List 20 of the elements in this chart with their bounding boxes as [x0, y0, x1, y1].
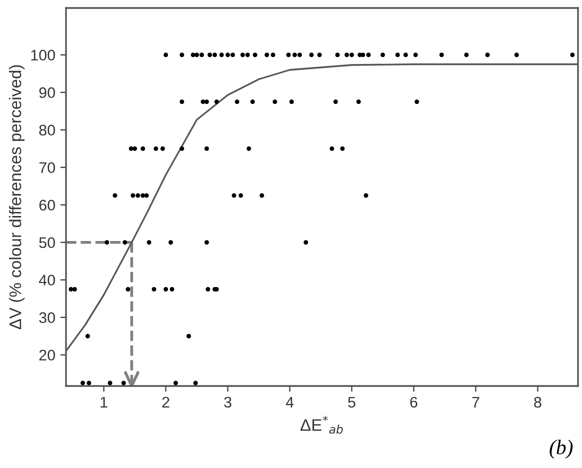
x-tick-label: 6 [410, 396, 418, 408]
x-tick-label: 2 [162, 396, 170, 408]
x-tick-label: 3 [224, 396, 232, 408]
x-tick-label: 1 [100, 396, 108, 408]
y-tick-label: 40 [38, 274, 55, 286]
x-tick-label: 7 [472, 396, 480, 408]
y-tick-label: 50 [39, 237, 55, 248]
y-axis-title: ΔV (% colour differences perceived) [9, 65, 25, 330]
y-tick-label: 30 [39, 312, 55, 324]
y-tick-label: 90 [39, 87, 55, 98]
y-tick-label: 100 [31, 50, 55, 61]
y-tick-label: 70 [39, 162, 55, 174]
y-tick-label: 80 [39, 124, 55, 136]
x-tick-label: 8 [534, 396, 542, 408]
y-tick-label: 60 [39, 200, 55, 211]
x-tick-label: 5 [348, 396, 356, 408]
text: (b) [550, 440, 573, 459]
x-axis-title: ΔE$^{*}$$_{ab}$ [300, 416, 343, 434]
y-tick-label: 20 [39, 350, 55, 361]
x-tick-label: 4 [286, 396, 294, 408]
